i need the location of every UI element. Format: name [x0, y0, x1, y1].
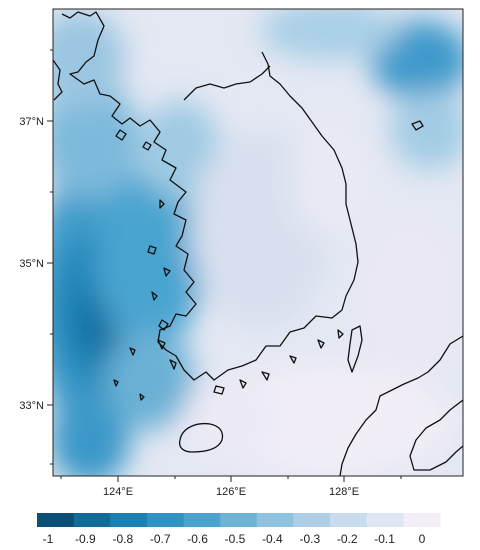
south-islands [213, 329, 344, 395]
colorbar-tick-label: -0.6 [187, 532, 208, 546]
lat-label-35: 35°N [19, 258, 44, 270]
lat-axis: 37°N 35°N 33°N [19, 49, 53, 465]
colorbar-swatch [403, 513, 441, 527]
colorbar-tick-label: -0.4 [262, 532, 283, 546]
colorbar-tick-label: 0 [419, 532, 426, 546]
colorbar-tick-label: -0.1 [374, 532, 395, 546]
west-islands [113, 129, 177, 401]
colorbar-swatch [183, 513, 221, 527]
shaded-field [53, 9, 463, 476]
colorbar-tick-label: -0.3 [299, 532, 320, 546]
colorbar-tick-label: -0.8 [112, 532, 133, 546]
lat-label-33: 33°N [19, 400, 44, 412]
colorbar-swatch [256, 513, 294, 527]
colorbar [37, 513, 441, 527]
jeju-island [178, 422, 224, 453]
lon-label-128: 128°E [329, 486, 359, 498]
colorbar-tick-label: -1 [43, 532, 54, 546]
colorbar-swatch [37, 513, 75, 527]
china-coastline [53, 59, 63, 101]
colorbar-swatch [146, 513, 185, 527]
lon-label-126: 126°E [216, 486, 246, 498]
lon-label-124: 124°E [103, 486, 133, 498]
colorbar-tick-label: -0.5 [225, 532, 246, 546]
colorbar-tick-label: -0.9 [75, 532, 96, 546]
map-frame [52, 8, 464, 477]
lat-label-37: 37°N [19, 116, 44, 128]
colorbar-tick-label: -0.7 [150, 532, 171, 546]
japan-coastline [339, 335, 463, 476]
colorbar-swatch [220, 513, 258, 527]
colorbar-swatch [366, 513, 404, 527]
colorbar-swatch [293, 513, 331, 527]
colorbar-ticks: -1 -0.9 -0.8 -0.7 -0.6 -0.5 -0.4 -0.3 -0.2 -0.1 0 [43, 532, 426, 546]
colorbar-swatch [110, 513, 148, 527]
colorbar-swatch [73, 513, 111, 527]
dmz-border [183, 65, 271, 101]
korea-coastline [61, 11, 359, 381]
lon-axis: 124°E 126°E 128°E [60, 476, 402, 498]
colorbar-swatch [330, 513, 368, 527]
coastlines [53, 11, 463, 476]
colorbar-tick-label: -0.2 [337, 532, 358, 546]
east-islet [411, 120, 424, 131]
tsushima-island [347, 325, 363, 373]
